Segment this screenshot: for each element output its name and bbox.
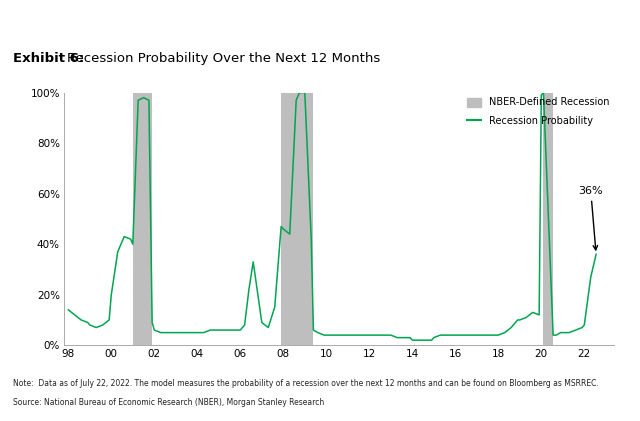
Legend: NBER-Defined Recession, Recession Probability: NBER-Defined Recession, Recession Probab… (467, 98, 609, 126)
Text: 36%: 36% (579, 186, 603, 250)
Text: Source: National Bureau of Economic Research (NBER), Morgan Stanley Research: Source: National Bureau of Economic Rese… (13, 398, 324, 407)
Text: Recession Probability Over the Next 12 Months: Recession Probability Over the Next 12 M… (67, 52, 380, 65)
Bar (281, 93, 314, 345)
Text: Note:  Data as of July 22, 2022. The model measures the probability of a recessi: Note: Data as of July 22, 2022. The mode… (13, 379, 598, 388)
Bar (543, 93, 553, 345)
Text: Exhibit 6:: Exhibit 6: (13, 52, 84, 65)
Bar (133, 93, 152, 345)
